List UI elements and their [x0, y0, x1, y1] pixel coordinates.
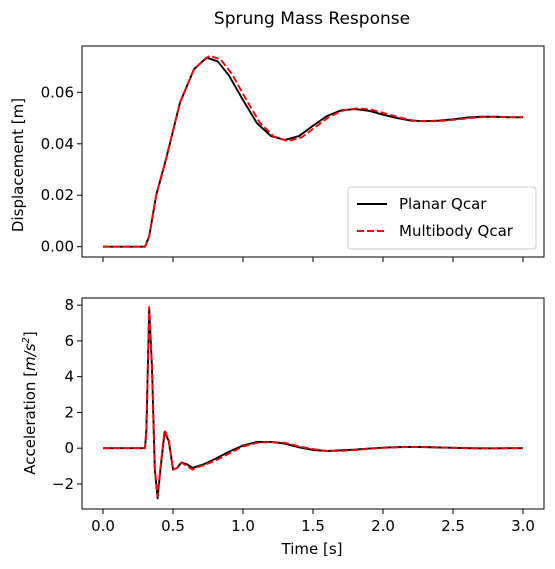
- acceleration-panel: Acceleration [m/s2] Time [s] 0.0 0.5 1.0 1.…: [21, 296, 545, 558]
- axes-frame: [81, 297, 545, 510]
- y-tick-label: 0.06: [41, 83, 74, 101]
- series-line-planar-qcar: [103, 307, 523, 500]
- y-tick-label: 6: [64, 332, 74, 350]
- legend-box: [347, 186, 537, 250]
- time-axis-label: Time [s]: [281, 540, 343, 558]
- displacement-axis-label: Displacement [m]: [9, 98, 27, 232]
- y-tick-label: 0.00: [41, 238, 74, 256]
- x-tick-label: 0.5: [161, 517, 185, 535]
- x-tick-label: 0.0: [91, 517, 115, 535]
- series-line-multibody-qcar: [103, 305, 523, 498]
- displacement-panel: Displacement [m] 0.00 0.02 0.04 0.06 Planar …: [9, 45, 545, 262]
- x-tick-label: 1.5: [301, 517, 325, 535]
- x-tick-label: 1.0: [231, 517, 255, 535]
- y-tick-label: −2: [52, 475, 74, 493]
- series-line-multibody-qcar: [103, 54, 523, 248]
- x-tick-label: 2.5: [441, 517, 465, 535]
- y-tick-label: 0.02: [41, 186, 74, 204]
- y-tick-label: 2: [64, 403, 74, 421]
- y-tick-label: 4: [64, 368, 74, 386]
- legend-label: Multibody Qcar: [399, 222, 514, 240]
- acceleration-label-exponent: 2: [21, 337, 32, 343]
- acceleration-label-suffix: ]: [21, 331, 39, 337]
- y-tick-label: 0.04: [41, 135, 74, 153]
- x-tick-label: 2.0: [371, 517, 395, 535]
- legend-label: Planar Qcar: [399, 195, 487, 213]
- chart-title: Sprung Mass Response: [214, 9, 410, 29]
- acceleration-label-unit: m/s: [21, 343, 39, 371]
- x-tick-label: 3.0: [511, 517, 535, 535]
- y-tick-label: 8: [64, 296, 74, 314]
- y-tick-label: 0: [64, 439, 74, 457]
- legend: Planar Qcar Multibody Qcar: [347, 186, 537, 250]
- acceleration-axis-label: Acceleration [m/s2]: [21, 331, 39, 475]
- acceleration-label-prefix: Acceleration [: [21, 371, 39, 475]
